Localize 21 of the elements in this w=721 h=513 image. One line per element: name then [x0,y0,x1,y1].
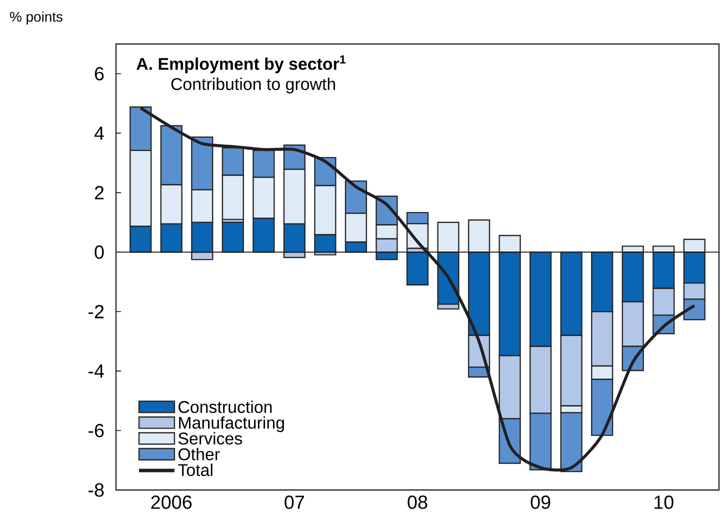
text: A. Employment by sector$^{1}$ [136,55,346,74]
x-tick-label: 08 [408,496,428,509]
x-tick-label: 2006 [151,496,192,509]
legend-label: Manufacturing [179,416,284,432]
legend-label: Services [178,432,242,445]
legend-label: Construction [178,400,272,414]
y-tick-label: -6 [88,424,104,438]
x-tick-label: 09 [530,496,550,509]
y-tick-label: -4 [88,364,104,378]
y-tick-label: 4 [94,126,104,140]
y-tick-label: 2 [94,186,104,200]
x-tick-label: 07 [284,496,304,509]
y-tick-label: 0 [94,245,104,259]
legend-label: Total [178,464,212,476]
y-tick-label: -8 [88,483,104,497]
y-tick-label: 6 [94,67,104,80]
legend-label: Other [178,448,220,460]
y-tick-label: -2 [88,304,104,318]
x-tick-label: 10 [654,496,674,509]
y-axis-title: % points [10,11,62,24]
text: Contribution to growth [171,78,336,94]
